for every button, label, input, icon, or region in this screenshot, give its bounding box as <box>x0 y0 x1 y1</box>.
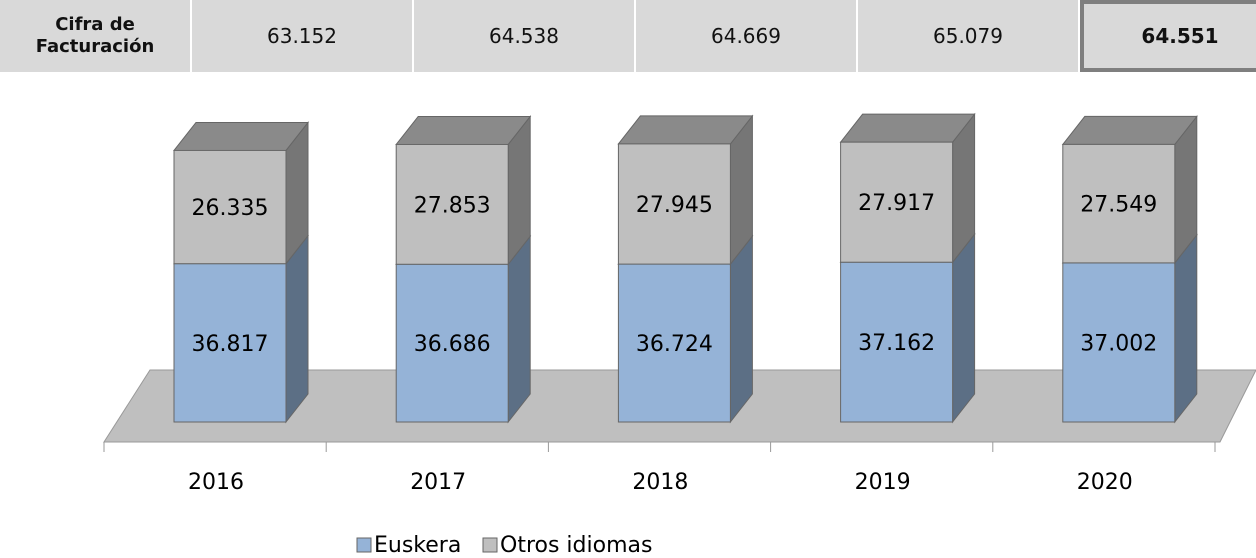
total-cell: 63.152 <box>192 0 414 72</box>
x-tick-label: 2016 <box>188 470 244 495</box>
data-label: 27.945 <box>636 193 713 218</box>
total-table: Cifra de Facturación 63.152 64.538 64.669 6… <box>0 0 1256 72</box>
bar-side <box>952 232 976 424</box>
bar-top <box>395 115 532 145</box>
x-tick-label: 2018 <box>632 470 688 495</box>
x-tick-label: 2020 <box>1077 470 1133 495</box>
bar <box>173 263 287 423</box>
bar <box>395 143 509 265</box>
bar-side <box>1174 233 1198 424</box>
total-cell: 64.551 <box>1080 0 1256 72</box>
data-label: 36.724 <box>636 332 713 357</box>
data-label: 36.686 <box>414 332 491 357</box>
bar-side <box>285 234 309 424</box>
bar <box>173 149 287 265</box>
legend-label: Otros idiomas <box>500 533 652 558</box>
legend-swatch <box>482 537 498 553</box>
x-tick-label: 2017 <box>410 470 466 495</box>
data-label: 27.917 <box>858 191 935 216</box>
bar <box>1062 143 1176 264</box>
bar <box>395 263 509 423</box>
data-label: 36.817 <box>192 332 269 357</box>
total-cell: 64.538 <box>414 0 636 72</box>
bar <box>617 263 731 423</box>
data-label: 27.853 <box>414 193 491 218</box>
bar <box>840 141 954 263</box>
table-header: Cifra de Facturación <box>0 0 192 72</box>
bar <box>617 143 731 265</box>
bar-top <box>172 121 310 151</box>
total-cell: 65.079 <box>858 0 1080 72</box>
bar-top <box>839 113 976 143</box>
legend-label: Euskera <box>374 533 461 558</box>
data-label: 37.162 <box>858 331 935 356</box>
bar-top <box>617 115 754 145</box>
data-label: 26.335 <box>192 196 269 221</box>
x-tick-label: 2019 <box>855 470 911 495</box>
legend-swatch <box>356 537 372 553</box>
bar-side <box>507 234 531 424</box>
bar <box>840 261 954 423</box>
bar-top <box>1061 115 1198 145</box>
data-label: 37.002 <box>1080 331 1157 356</box>
data-label: 27.549 <box>1080 193 1157 218</box>
total-cell: 64.669 <box>636 0 858 72</box>
bar-side <box>729 234 753 424</box>
bar <box>1062 262 1176 423</box>
